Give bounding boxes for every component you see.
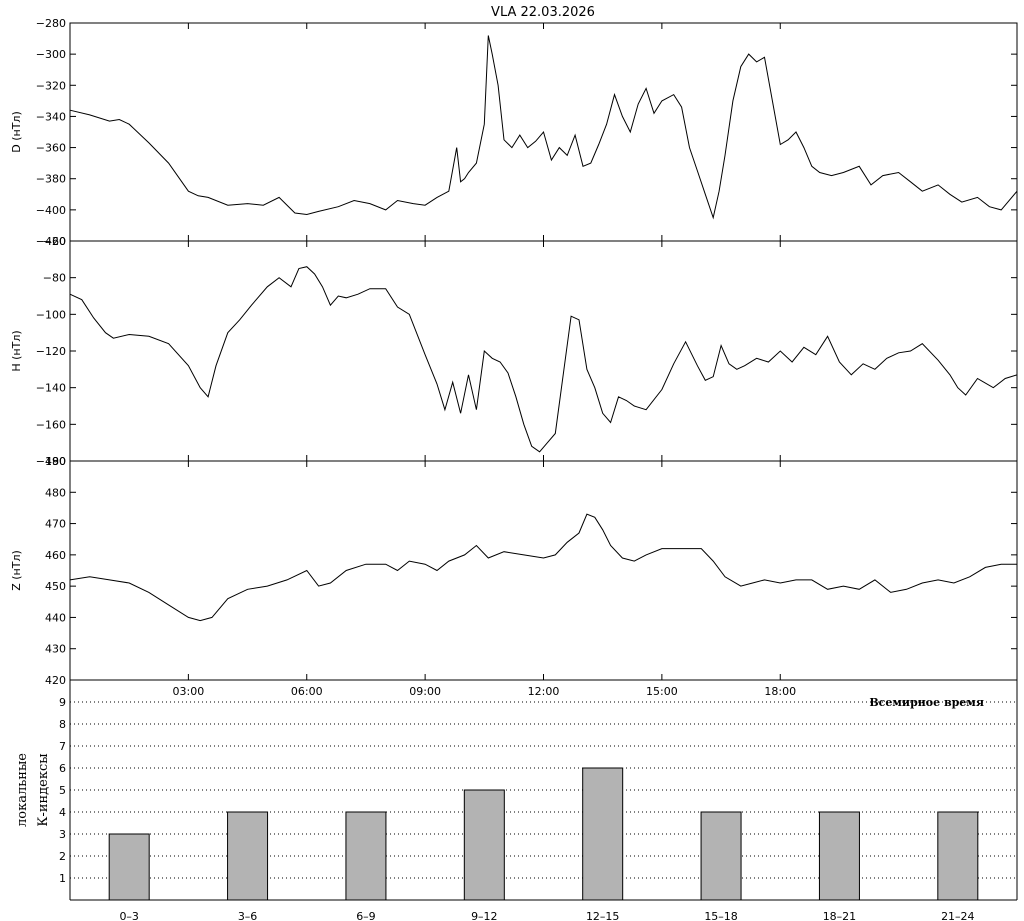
y-tick-label: −420 bbox=[36, 235, 66, 248]
bar-category-label: 12–15 bbox=[586, 910, 620, 921]
k-index-bar bbox=[227, 811, 269, 901]
series-line bbox=[69, 266, 1018, 453]
plot-frame bbox=[69, 240, 1018, 462]
k-index-bar bbox=[818, 811, 860, 901]
x-tick-label: 09:00 bbox=[409, 685, 441, 698]
y-tick-label: −80 bbox=[43, 272, 66, 285]
y-tick-label: 460 bbox=[45, 549, 66, 562]
bar-category-label: 15–18 bbox=[704, 910, 738, 921]
y-tick-label: 5 bbox=[59, 784, 66, 797]
k-index-bar bbox=[108, 833, 150, 901]
y-tick-label: −340 bbox=[36, 110, 66, 123]
bar-category-label: 6–9 bbox=[356, 910, 376, 921]
y-axis-label: К-индексы bbox=[36, 753, 51, 826]
y-tick-label: −100 bbox=[36, 308, 66, 321]
y-tick-label: −360 bbox=[36, 142, 66, 155]
k-index-panel: 1 2 3 4 5 6 7 8 9 0–3 3–6 6–9 9–12 12–15 15–18 18–21 21–… bbox=[15, 680, 1018, 921]
k-index-bar bbox=[463, 789, 505, 901]
y-tick-label: 430 bbox=[45, 643, 66, 656]
bar-category-label: 3–6 bbox=[238, 910, 258, 921]
bar-category-label: 18–21 bbox=[823, 910, 857, 921]
figure-title: VLA 22.03.2026 bbox=[491, 5, 595, 20]
k-index-bar bbox=[937, 811, 979, 901]
series-line bbox=[69, 513, 1017, 622]
bar-category-label: 21–24 bbox=[941, 910, 975, 921]
y-axis-label: D (нТл) bbox=[10, 111, 23, 153]
k-index-bar bbox=[345, 811, 387, 901]
y-tick-label: −300 bbox=[36, 48, 66, 61]
panel-1: −280 −300 −320 −340 −360 −380 −400 −420 D (нТл) bbox=[10, 17, 1018, 248]
y-axis-label: локальные bbox=[15, 753, 30, 827]
y-tick-label: 490 bbox=[45, 455, 66, 468]
y-tick-label: 9 bbox=[59, 696, 66, 709]
x-tick-label: 12:00 bbox=[528, 685, 560, 698]
panel-2: −60 −80 −100 −120 −140 −160 −180 H (нТл) bbox=[10, 235, 1018, 468]
y-tick-label: 7 bbox=[59, 740, 66, 753]
x-tick-label: 15:00 bbox=[646, 685, 678, 698]
y-tick-label: −180 bbox=[36, 455, 66, 468]
y-tick-label: 6 bbox=[59, 762, 66, 775]
y-tick-label: 470 bbox=[45, 518, 66, 531]
bar-category-label: 0–3 bbox=[119, 910, 139, 921]
y-axis-label: Z (нТл) bbox=[10, 550, 23, 591]
y-tick-label: 2 bbox=[59, 850, 66, 863]
y-tick-label: 4 bbox=[59, 806, 66, 819]
y-tick-label: −160 bbox=[36, 418, 66, 431]
y-tick-label: −320 bbox=[36, 79, 66, 92]
bar-category-label: 9–12 bbox=[471, 910, 498, 921]
x-tick-label: 06:00 bbox=[291, 685, 323, 698]
x-tick-label: 03:00 bbox=[173, 685, 205, 698]
y-tick-label: −280 bbox=[36, 17, 66, 30]
y-tick-label: 8 bbox=[59, 718, 66, 731]
x-tick-label: 18:00 bbox=[764, 685, 796, 698]
y-tick-label: 3 bbox=[59, 828, 66, 841]
y-tick-label: −140 bbox=[36, 382, 66, 395]
y-axis-label: H (нТл) bbox=[10, 330, 23, 371]
y-tick-label: −380 bbox=[36, 173, 66, 186]
y-tick-label: −60 bbox=[43, 235, 66, 248]
y-tick-label: 420 bbox=[45, 674, 66, 687]
k-index-bar bbox=[700, 811, 742, 901]
y-tick-label: 450 bbox=[45, 580, 66, 593]
y-tick-label: −400 bbox=[36, 204, 66, 217]
y-tick-label: −120 bbox=[36, 345, 66, 358]
x-axis-title: Всемирное время bbox=[869, 696, 984, 709]
y-tick-label: 440 bbox=[45, 611, 66, 624]
plot-frame bbox=[69, 460, 1018, 681]
k-index-bar bbox=[582, 767, 624, 901]
y-tick-label: 1 bbox=[59, 872, 66, 885]
series-line bbox=[69, 35, 1018, 220]
y-tick-label: 480 bbox=[45, 486, 66, 499]
panel-3: 490 480 470 460 450 440 430 420 Z (нТл) bbox=[10, 455, 1018, 687]
